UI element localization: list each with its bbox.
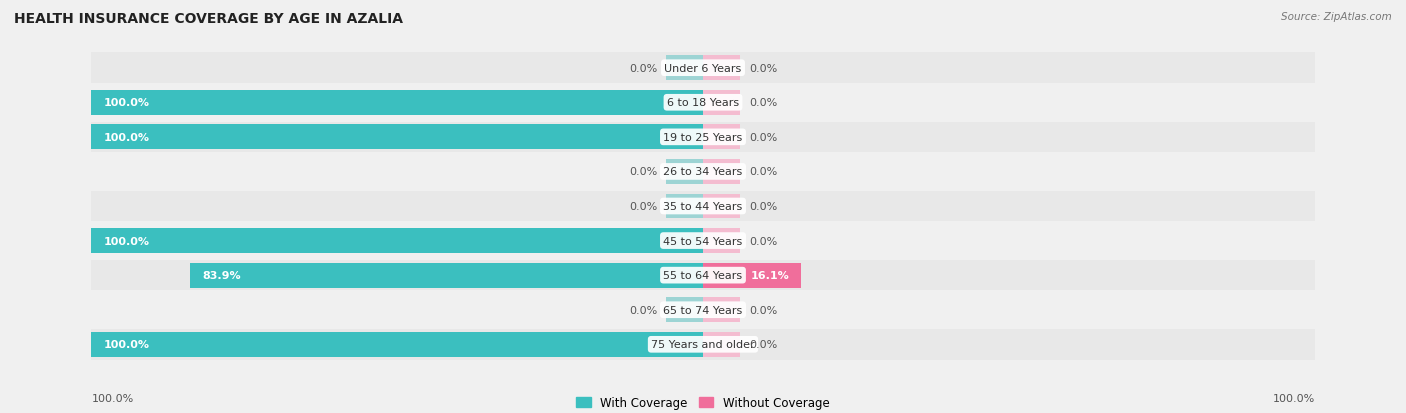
Bar xyxy=(703,125,740,150)
Text: 0.0%: 0.0% xyxy=(749,202,778,211)
Text: 19 to 25 Years: 19 to 25 Years xyxy=(664,133,742,142)
Bar xyxy=(91,226,1315,256)
Bar xyxy=(703,228,740,254)
Bar xyxy=(703,194,740,219)
Legend: With Coverage, Without Coverage: With Coverage, Without Coverage xyxy=(572,392,834,413)
Bar xyxy=(91,329,1315,360)
Text: Under 6 Years: Under 6 Years xyxy=(665,64,741,74)
Bar xyxy=(666,159,703,185)
Bar xyxy=(703,297,740,323)
Text: 0.0%: 0.0% xyxy=(749,339,778,349)
Text: 0.0%: 0.0% xyxy=(749,64,778,74)
Bar xyxy=(91,53,1315,84)
Bar xyxy=(703,90,740,116)
Text: 26 to 34 Years: 26 to 34 Years xyxy=(664,167,742,177)
Bar xyxy=(91,295,1315,325)
Bar xyxy=(703,263,801,288)
Bar xyxy=(91,125,703,150)
Bar xyxy=(703,159,740,185)
Text: 55 to 64 Years: 55 to 64 Years xyxy=(664,271,742,280)
Text: 0.0%: 0.0% xyxy=(628,305,657,315)
Text: 65 to 74 Years: 65 to 74 Years xyxy=(664,305,742,315)
Bar xyxy=(666,194,703,219)
Bar xyxy=(91,90,703,116)
Text: 0.0%: 0.0% xyxy=(749,167,778,177)
Bar xyxy=(91,191,1315,222)
Text: 100.0%: 100.0% xyxy=(91,393,134,403)
Text: HEALTH INSURANCE COVERAGE BY AGE IN AZALIA: HEALTH INSURANCE COVERAGE BY AGE IN AZAL… xyxy=(14,12,404,26)
Text: 0.0%: 0.0% xyxy=(749,133,778,142)
Bar xyxy=(91,332,703,357)
Bar xyxy=(666,56,703,81)
Bar xyxy=(91,157,1315,187)
Text: 0.0%: 0.0% xyxy=(628,64,657,74)
Text: 35 to 44 Years: 35 to 44 Years xyxy=(664,202,742,211)
Bar xyxy=(91,228,703,254)
Text: Source: ZipAtlas.com: Source: ZipAtlas.com xyxy=(1281,12,1392,22)
Bar xyxy=(91,260,1315,291)
Text: 100.0%: 100.0% xyxy=(104,339,149,349)
Text: 0.0%: 0.0% xyxy=(749,305,778,315)
Text: 75 Years and older: 75 Years and older xyxy=(651,339,755,349)
Bar xyxy=(190,263,703,288)
Text: 100.0%: 100.0% xyxy=(104,236,149,246)
Text: 0.0%: 0.0% xyxy=(749,236,778,246)
Bar xyxy=(703,56,740,81)
Text: 16.1%: 16.1% xyxy=(751,271,789,280)
Text: 83.9%: 83.9% xyxy=(202,271,240,280)
Text: 100.0%: 100.0% xyxy=(1272,393,1315,403)
Text: 45 to 54 Years: 45 to 54 Years xyxy=(664,236,742,246)
Text: 6 to 18 Years: 6 to 18 Years xyxy=(666,98,740,108)
Text: 100.0%: 100.0% xyxy=(104,98,149,108)
Bar xyxy=(91,122,1315,153)
Text: 0.0%: 0.0% xyxy=(628,202,657,211)
Text: 0.0%: 0.0% xyxy=(628,167,657,177)
Text: 100.0%: 100.0% xyxy=(104,133,149,142)
Text: 0.0%: 0.0% xyxy=(749,98,778,108)
Bar xyxy=(666,297,703,323)
Bar xyxy=(91,88,1315,118)
Bar xyxy=(703,332,740,357)
